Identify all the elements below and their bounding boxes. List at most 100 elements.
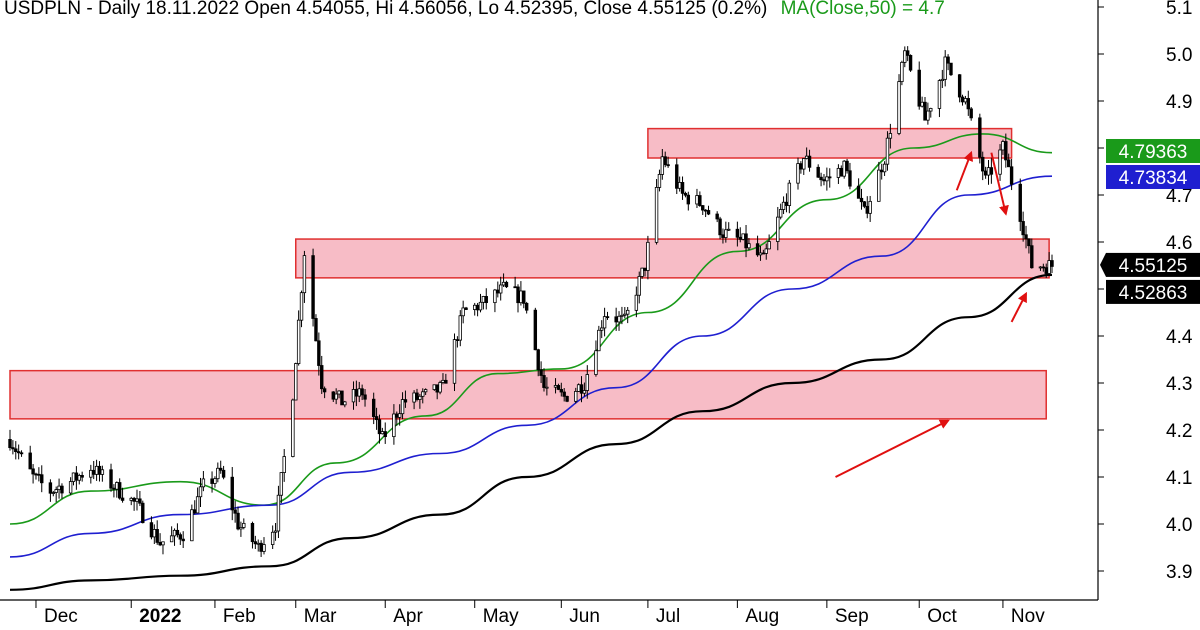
candle xyxy=(539,361,543,383)
candle xyxy=(253,535,258,550)
candle xyxy=(141,500,145,524)
candle xyxy=(836,164,841,184)
candle xyxy=(68,477,73,495)
candle xyxy=(1050,254,1054,273)
candle xyxy=(926,102,930,125)
candle-body xyxy=(115,482,119,490)
candle-body xyxy=(380,431,385,435)
candle-body xyxy=(646,241,650,271)
candle xyxy=(796,157,800,190)
candle-body xyxy=(92,469,96,475)
price-badge: 4.79363 xyxy=(1106,138,1200,163)
candle xyxy=(473,302,477,316)
candle-body xyxy=(438,382,442,393)
candle xyxy=(718,216,722,240)
candle xyxy=(623,307,627,319)
candle-body xyxy=(767,241,771,250)
candle-body xyxy=(981,156,985,172)
candle xyxy=(464,306,468,311)
ma-line-3 xyxy=(9,273,1053,591)
candle xyxy=(270,525,275,549)
candle xyxy=(28,445,32,470)
candle xyxy=(545,377,549,396)
candle xyxy=(822,174,826,186)
candle-body xyxy=(614,316,618,323)
candle xyxy=(686,191,691,211)
badge-value: 4.55125 xyxy=(1119,256,1188,277)
candle-body xyxy=(461,307,465,317)
candle xyxy=(498,276,503,301)
candle xyxy=(484,288,488,310)
y-tick-label: 4.3 xyxy=(1166,374,1192,395)
candle xyxy=(845,158,849,174)
x-tick-label: Jul xyxy=(656,606,680,627)
badge-bg xyxy=(1106,164,1200,189)
candle xyxy=(862,200,867,209)
candle-body xyxy=(357,388,361,397)
candle-body xyxy=(657,173,662,188)
candle-body xyxy=(181,538,185,542)
candle xyxy=(905,46,910,62)
candle-body xyxy=(14,448,18,453)
candle xyxy=(1021,211,1025,242)
candle-body xyxy=(885,137,890,165)
candle xyxy=(296,310,301,366)
candle-body xyxy=(920,101,924,107)
candle xyxy=(978,113,982,164)
candle xyxy=(654,179,659,245)
candle xyxy=(48,479,53,502)
y-tick-label: 4.1 xyxy=(1166,468,1192,489)
candle-body xyxy=(253,541,258,545)
candle xyxy=(536,348,540,377)
candle xyxy=(949,62,953,76)
candle xyxy=(343,400,347,408)
candle xyxy=(960,94,965,106)
candle-body xyxy=(926,110,930,121)
candle-body xyxy=(819,176,823,181)
x-tick-label: Dec xyxy=(44,606,78,627)
candle xyxy=(776,206,780,251)
candle-body xyxy=(415,392,419,400)
candle-body xyxy=(80,475,84,478)
candle-body xyxy=(354,389,359,397)
y-tick-label: 4.9 xyxy=(1166,92,1192,113)
candle-body xyxy=(423,389,428,393)
candle-body xyxy=(1044,267,1048,274)
candle xyxy=(706,205,711,216)
candle xyxy=(943,50,947,87)
candle-body xyxy=(986,167,991,176)
candle xyxy=(735,221,740,247)
candle-body xyxy=(334,393,338,400)
candle xyxy=(969,106,973,121)
candle xyxy=(504,280,509,289)
candle xyxy=(683,191,688,198)
y-tick-label: 5.1 xyxy=(1166,0,1192,19)
candle-body xyxy=(392,413,396,438)
badge-bg xyxy=(1106,252,1200,277)
x-tick-label: Sep xyxy=(835,606,869,627)
candle-body xyxy=(175,529,180,536)
candle-body xyxy=(1038,266,1043,269)
candle-body xyxy=(363,394,367,400)
candle-body xyxy=(513,286,517,289)
candle-body xyxy=(236,512,240,530)
candle xyxy=(178,532,182,545)
candle-body xyxy=(1018,183,1022,222)
candle xyxy=(97,461,102,482)
candle xyxy=(242,518,246,530)
arrow-4 xyxy=(835,419,950,478)
candle xyxy=(724,221,728,243)
candle-body xyxy=(412,392,416,403)
candle xyxy=(1009,158,1014,191)
candle xyxy=(16,444,21,460)
candle-body xyxy=(210,478,214,484)
candle xyxy=(819,172,823,187)
candle-body xyxy=(230,476,234,511)
candle-body xyxy=(1024,234,1028,240)
badge-pointer xyxy=(1100,252,1106,277)
candle-body xyxy=(132,497,136,502)
candle-body xyxy=(848,170,852,187)
candle xyxy=(637,271,641,304)
candle-body xyxy=(715,213,719,220)
